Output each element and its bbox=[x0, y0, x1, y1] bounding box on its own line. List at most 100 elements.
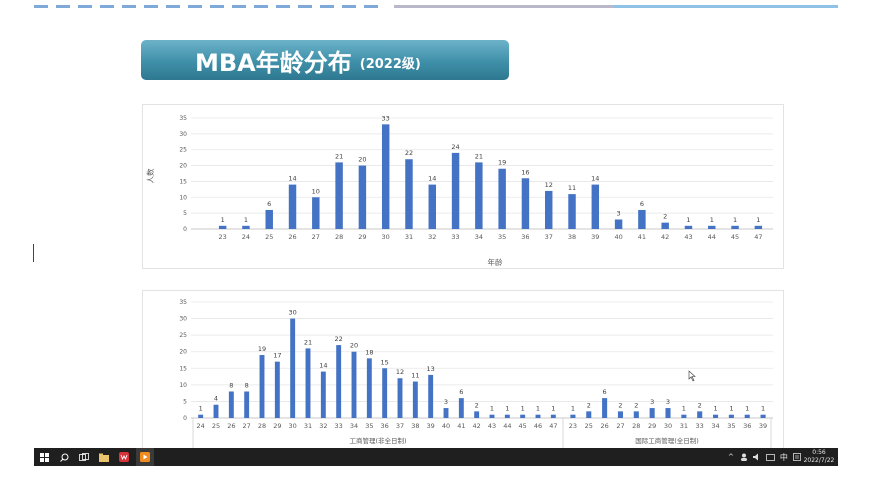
keyboard-icon[interactable] bbox=[765, 453, 775, 461]
taskbar-clock[interactable]: 0:56 2022/7/22 bbox=[802, 449, 836, 465]
age-distribution-chart: 0 5 10 15 20 25 30 35 1 23 1 24 6 25 14 26 10 27 21 28 20 29 3… bbox=[142, 104, 784, 269]
y-tick-label: 15 bbox=[179, 178, 187, 185]
data-label: 1 bbox=[490, 405, 494, 413]
data-label: 1 bbox=[199, 405, 203, 413]
x-tick-label: 33 bbox=[335, 422, 343, 430]
x-tick-label: 31 bbox=[405, 233, 413, 241]
task-view-button[interactable] bbox=[76, 448, 92, 466]
y-tick-label: 20 bbox=[179, 349, 187, 356]
wps-icon bbox=[119, 452, 129, 462]
x-tick-label: 29 bbox=[358, 233, 366, 241]
bar bbox=[520, 414, 526, 418]
bar bbox=[617, 411, 623, 418]
x-tick-label: 35 bbox=[727, 422, 735, 430]
bar bbox=[305, 348, 311, 418]
x-tick-label: 34 bbox=[350, 422, 358, 430]
data-label: 14 bbox=[288, 175, 296, 183]
notification-icon[interactable] bbox=[792, 453, 801, 461]
x-tick-label: 36 bbox=[381, 422, 389, 430]
data-label: 24 bbox=[451, 143, 459, 151]
x-tick-label: 30 bbox=[382, 233, 390, 241]
bar bbox=[351, 351, 357, 418]
data-label: 16 bbox=[521, 168, 529, 176]
bar bbox=[591, 184, 600, 229]
x-tick-label: 32 bbox=[319, 422, 327, 430]
data-label: 12 bbox=[545, 181, 553, 189]
data-label: 1 bbox=[686, 216, 690, 224]
slide-subtitle: (2022级) bbox=[359, 56, 421, 72]
data-label: 14 bbox=[428, 175, 436, 183]
x-tick-label: 36 bbox=[743, 422, 751, 430]
task-view-icon bbox=[79, 452, 89, 461]
x-tick-label: 24 bbox=[197, 422, 205, 430]
bar bbox=[259, 355, 265, 418]
bar bbox=[633, 411, 639, 418]
bar bbox=[312, 197, 320, 229]
volume-icon[interactable] bbox=[752, 453, 761, 461]
data-label: 11 bbox=[568, 184, 576, 192]
slide-title: MBA年龄分布 bbox=[195, 48, 352, 77]
y-tick-label: 30 bbox=[179, 131, 187, 138]
media-player-button[interactable] bbox=[136, 448, 154, 466]
data-label: 4 bbox=[214, 395, 218, 403]
data-label: 1 bbox=[521, 405, 525, 413]
data-label: 20 bbox=[350, 342, 358, 350]
bar bbox=[754, 225, 763, 229]
x-tick-label: 37 bbox=[545, 233, 553, 241]
x-tick-label: 33 bbox=[451, 233, 459, 241]
bar bbox=[428, 374, 434, 418]
x-tick-label: 43 bbox=[684, 233, 692, 241]
ime-indicator[interactable]: 中 bbox=[779, 452, 788, 462]
x-tick-label: 45 bbox=[731, 233, 739, 241]
bar bbox=[320, 371, 326, 418]
x-tick-label: 23 bbox=[569, 422, 577, 430]
age-chart-svg: 0510152025303512312462514261027212820293… bbox=[145, 114, 773, 267]
x-tick-label: 25 bbox=[585, 422, 593, 430]
x-tick-label: 44 bbox=[708, 233, 716, 241]
data-label: 1 bbox=[551, 405, 555, 413]
x-tick-label: 39 bbox=[591, 233, 599, 241]
x-tick-label: 28 bbox=[632, 422, 640, 430]
bar bbox=[713, 414, 719, 418]
x-tick-label: 38 bbox=[568, 233, 576, 241]
data-label: 22 bbox=[335, 335, 343, 343]
data-label: 12 bbox=[396, 368, 404, 376]
data-label: 2 bbox=[698, 401, 702, 409]
data-label: 1 bbox=[756, 216, 760, 224]
bar bbox=[381, 124, 390, 229]
data-label: 10 bbox=[312, 187, 320, 195]
data-label: 1 bbox=[221, 216, 225, 224]
file-explorer-button[interactable] bbox=[96, 448, 112, 466]
windows-start-button[interactable] bbox=[36, 448, 52, 466]
x-tick-label: 47 bbox=[549, 422, 557, 430]
x-tick-label: 25 bbox=[212, 422, 220, 430]
data-label: 8 bbox=[229, 381, 233, 389]
x-tick-label: 42 bbox=[661, 233, 669, 241]
data-label: 21 bbox=[335, 152, 343, 160]
x-tick-label: 35 bbox=[365, 422, 373, 430]
data-label: 3 bbox=[650, 398, 654, 406]
group-label: 国际工商管理(全日制) bbox=[635, 436, 699, 445]
folder-icon bbox=[99, 453, 109, 462]
clock-date: 2022/7/22 bbox=[803, 457, 835, 464]
bar bbox=[265, 209, 273, 229]
data-label: 15 bbox=[381, 358, 389, 366]
data-label: 1 bbox=[505, 405, 509, 413]
x-tick-label: 26 bbox=[227, 422, 235, 430]
x-tick-label: 28 bbox=[258, 422, 266, 430]
bar bbox=[290, 318, 296, 418]
x-tick-label: 37 bbox=[396, 422, 404, 430]
data-label: 33 bbox=[382, 114, 390, 122]
data-label: 6 bbox=[267, 200, 271, 208]
bar bbox=[228, 391, 234, 418]
user-icon[interactable] bbox=[740, 453, 748, 461]
wps-button[interactable] bbox=[116, 448, 132, 466]
windows-logo-icon bbox=[39, 452, 49, 462]
y-tick-label: 5 bbox=[183, 210, 187, 217]
search-button[interactable] bbox=[56, 448, 72, 466]
x-tick-label: 31 bbox=[304, 422, 312, 430]
presentation-slide: MBA年龄分布 (2022级) 0 5 10 15 20 25 30 35 1 23 1 24 6 25 1… bbox=[34, 10, 838, 455]
bar bbox=[602, 398, 608, 418]
data-label: 18 bbox=[365, 348, 373, 356]
chevron-up-icon[interactable]: ^ bbox=[728, 453, 734, 461]
